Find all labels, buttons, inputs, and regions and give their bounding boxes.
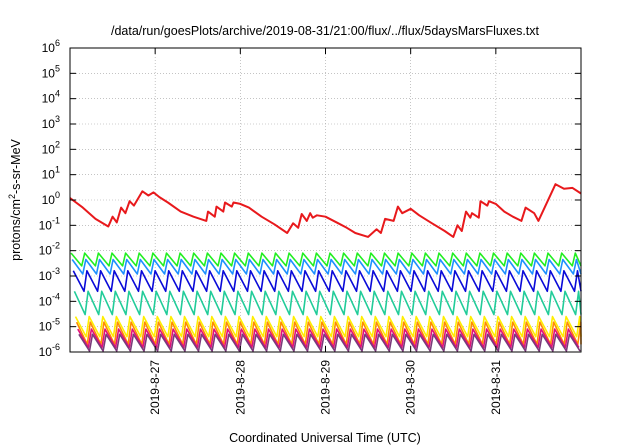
y-tick-label: 10-4	[39, 291, 60, 308]
y-tick-label-exp: 3	[55, 114, 60, 124]
y-tick-label-base: 10	[42, 92, 56, 106]
y-tick-label-exp: 4	[55, 89, 60, 99]
x-tick-label: 2019-8-28	[233, 360, 247, 415]
x-tick-label: 2019-8-30	[404, 360, 418, 415]
y-tick-label-base: 10	[39, 244, 53, 258]
y-tick-label-exp: -5	[52, 317, 60, 327]
y-tick-label: 10-5	[39, 317, 60, 334]
y-tick-label-base: 10	[39, 269, 53, 283]
series-line-8	[78, 333, 581, 352]
y-tick-label-base: 10	[42, 193, 56, 207]
series-line-3	[72, 270, 582, 293]
series-line-5	[74, 315, 582, 338]
y-tick-label-exp: 6	[55, 38, 60, 48]
y-tick-label: 10-1	[39, 215, 60, 232]
series-line-1	[70, 252, 582, 267]
y-axis-label-base: protons/cm	[9, 199, 23, 261]
y-tick-label: 100	[42, 190, 60, 207]
y-tick-label: 10-6	[39, 342, 60, 359]
y-tick-label: 10-3	[39, 266, 60, 283]
x-axis-label: Coordinated Universal Time (UTC)	[229, 431, 421, 445]
x-tick-label: 2019-8-29	[319, 360, 333, 415]
x-tick-label: 2019-8-31	[489, 360, 503, 415]
y-tick-label-base: 10	[42, 41, 56, 55]
y-tick-label: 106	[42, 38, 60, 55]
y-tick-label-exp: 2	[55, 139, 60, 149]
y-tick-label-exp: 1	[55, 165, 60, 175]
tick-marks	[70, 47, 581, 353]
x-axis-tick-labels: 2019-8-27 2019-8-28 2019-8-29 2019-8-30 2019…	[148, 360, 503, 415]
y-tick-label-base: 10	[42, 142, 56, 156]
y-tick-label-exp: 0	[55, 190, 60, 200]
series-line-6	[75, 321, 582, 346]
series-line-2	[71, 258, 582, 275]
y-tick-label-exp: 5	[55, 63, 60, 73]
y-tick-label-base: 10	[39, 294, 53, 308]
y-tick-label-exp: -2	[52, 241, 60, 251]
y-tick-label: 102	[42, 139, 60, 156]
y-tick-label: 105	[42, 63, 60, 80]
chart-title: /data/run/goesPlots/archive/2019-08-31/2…	[111, 24, 540, 38]
series-line-4	[73, 290, 582, 316]
data-series	[69, 183, 582, 352]
x-tick-label: 2019-8-27	[148, 360, 162, 415]
y-tick-label-base: 10	[39, 345, 53, 359]
y-tick-label-base: 10	[42, 117, 56, 131]
y-tick-label: 10-2	[39, 241, 60, 258]
series-line-7	[77, 328, 580, 349]
y-tick-label-exp: -3	[52, 266, 60, 276]
y-tick-label-base: 10	[42, 168, 56, 182]
y-axis-tick-labels: 10-610-510-410-310-210-11001011021031041…	[39, 38, 60, 359]
y-axis-label-sup: 2	[7, 194, 17, 199]
y-tick-label-base: 10	[39, 218, 53, 232]
y-tick-label-base: 10	[39, 320, 53, 334]
y-tick-label: 101	[42, 165, 60, 182]
y-tick-label: 103	[42, 114, 60, 131]
y-axis-label: protons/cm2-s-sr-MeV	[7, 138, 23, 260]
y-tick-label-exp: -6	[52, 342, 60, 352]
y-tick-label-exp: -4	[52, 291, 60, 301]
y-axis-label-rest: -s-sr-MeV	[9, 138, 23, 194]
plot-area	[69, 47, 582, 353]
y-tick-label-exp: -1	[52, 215, 60, 225]
series-line-0	[69, 183, 582, 238]
y-tick-label-base: 10	[42, 66, 56, 80]
y-tick-label: 104	[42, 89, 60, 106]
